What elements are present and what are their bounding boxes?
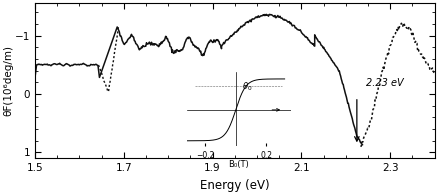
X-axis label: Energy (eV): Energy (eV) bbox=[200, 179, 270, 191]
Text: 2.23 eV: 2.23 eV bbox=[366, 78, 403, 88]
Y-axis label: θF(10⁶deg/m): θF(10⁶deg/m) bbox=[4, 45, 14, 116]
